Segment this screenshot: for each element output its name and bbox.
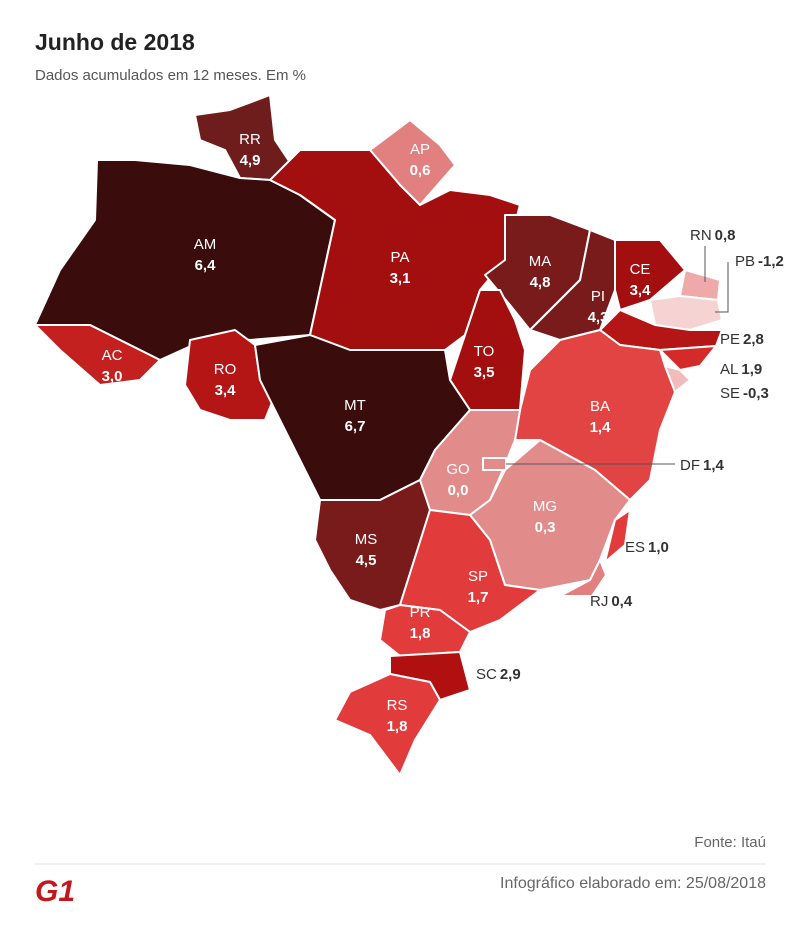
state-code: MA: [529, 253, 552, 270]
state-value: 0,3: [535, 519, 556, 536]
state-value: 4,8: [530, 274, 551, 291]
state-value: 3,4: [215, 382, 237, 399]
state-code: PE: [720, 331, 740, 348]
state-value: 1,4: [703, 457, 725, 474]
state-code: SE: [720, 385, 740, 402]
state-label: ES 1,0: [625, 539, 669, 556]
state-code: MT: [344, 397, 366, 414]
state-value: 3,5: [474, 364, 495, 381]
logo: G1: [35, 875, 75, 908]
state-value: 6,4: [195, 257, 217, 274]
state-value: 4,3: [588, 309, 609, 326]
state-label: SE -0,3: [720, 385, 769, 402]
state-label: RN 0,8: [690, 227, 736, 244]
title: Junho de 2018: [35, 29, 195, 55]
state-code: RS: [387, 697, 408, 714]
state: [679, 269, 721, 301]
subtitle: Dados acumulados em 12 meses. Em %: [35, 67, 306, 84]
map: RR 4,9 AP 0,6 AM 6,4 PA 3,1 MA 4,8 CE 3,4 PI 4,3 RN 0,8…: [34, 94, 784, 776]
state-value: 3,0: [102, 368, 123, 385]
state-value: 1,9: [741, 361, 762, 378]
state: [184, 329, 276, 421]
footer: Infográfico elaborado em: 25/08/2018: [500, 875, 766, 892]
state-code: BA: [590, 398, 610, 415]
state-value: 3,1: [390, 270, 411, 287]
state-value: 0,6: [410, 162, 431, 179]
state-value: 4,5: [356, 552, 377, 569]
state-code: AC: [102, 347, 123, 364]
state-value: 2,8: [743, 331, 764, 348]
state-value: -0,3: [743, 385, 769, 402]
state-value: 6,7: [345, 418, 366, 435]
state-code: MG: [533, 498, 557, 515]
state-label: PB -1,2: [735, 253, 784, 270]
state-value: 3,4: [630, 282, 652, 299]
state-label: DF 1,4: [680, 457, 725, 474]
state: [604, 509, 631, 563]
state-value: 2,9: [500, 666, 521, 683]
state-value: -1,2: [758, 253, 784, 270]
state-label: SC 2,9: [476, 666, 521, 683]
state-code: RR: [239, 131, 261, 148]
state-code: PR: [410, 604, 431, 621]
state-value: 1,4: [590, 419, 612, 436]
state-label: PE 2,8: [720, 331, 764, 348]
source: Fonte: Itaú: [694, 834, 766, 851]
state-label: AL 1,9: [720, 361, 762, 378]
state: [482, 457, 507, 471]
state-value: 0,0: [448, 482, 469, 499]
state: [659, 345, 717, 371]
state: [34, 324, 161, 386]
state-value: 0,4: [611, 593, 633, 610]
state-code: PB: [735, 253, 755, 270]
state-code: MS: [355, 531, 378, 548]
state: [559, 559, 607, 597]
state-value: 1,8: [387, 718, 408, 735]
state-code: PA: [391, 249, 410, 266]
state-code: PI: [591, 288, 605, 305]
state: [334, 673, 441, 776]
state-code: GO: [446, 461, 469, 478]
state-code: RJ: [590, 593, 608, 610]
state-code: TO: [474, 343, 495, 360]
state: [34, 159, 336, 361]
state-label: RJ 0,4: [590, 593, 633, 610]
state-code: AP: [410, 141, 430, 158]
state-code: CE: [630, 261, 651, 278]
state-code: AL: [720, 361, 738, 378]
state-value: 1,0: [648, 539, 669, 556]
leader-line: [715, 262, 729, 313]
state-value: 4,9: [240, 152, 261, 169]
state-value: 1,8: [410, 625, 431, 642]
state-code: AM: [194, 236, 217, 253]
state-value: 1,7: [468, 589, 489, 606]
state-code: ES: [625, 539, 645, 556]
state-code: RO: [214, 361, 237, 378]
state-code: RN: [690, 227, 712, 244]
state-value: 0,8: [715, 227, 736, 244]
state-code: SC: [476, 666, 497, 683]
state-code: DF: [680, 457, 700, 474]
state-code: SP: [468, 568, 488, 585]
